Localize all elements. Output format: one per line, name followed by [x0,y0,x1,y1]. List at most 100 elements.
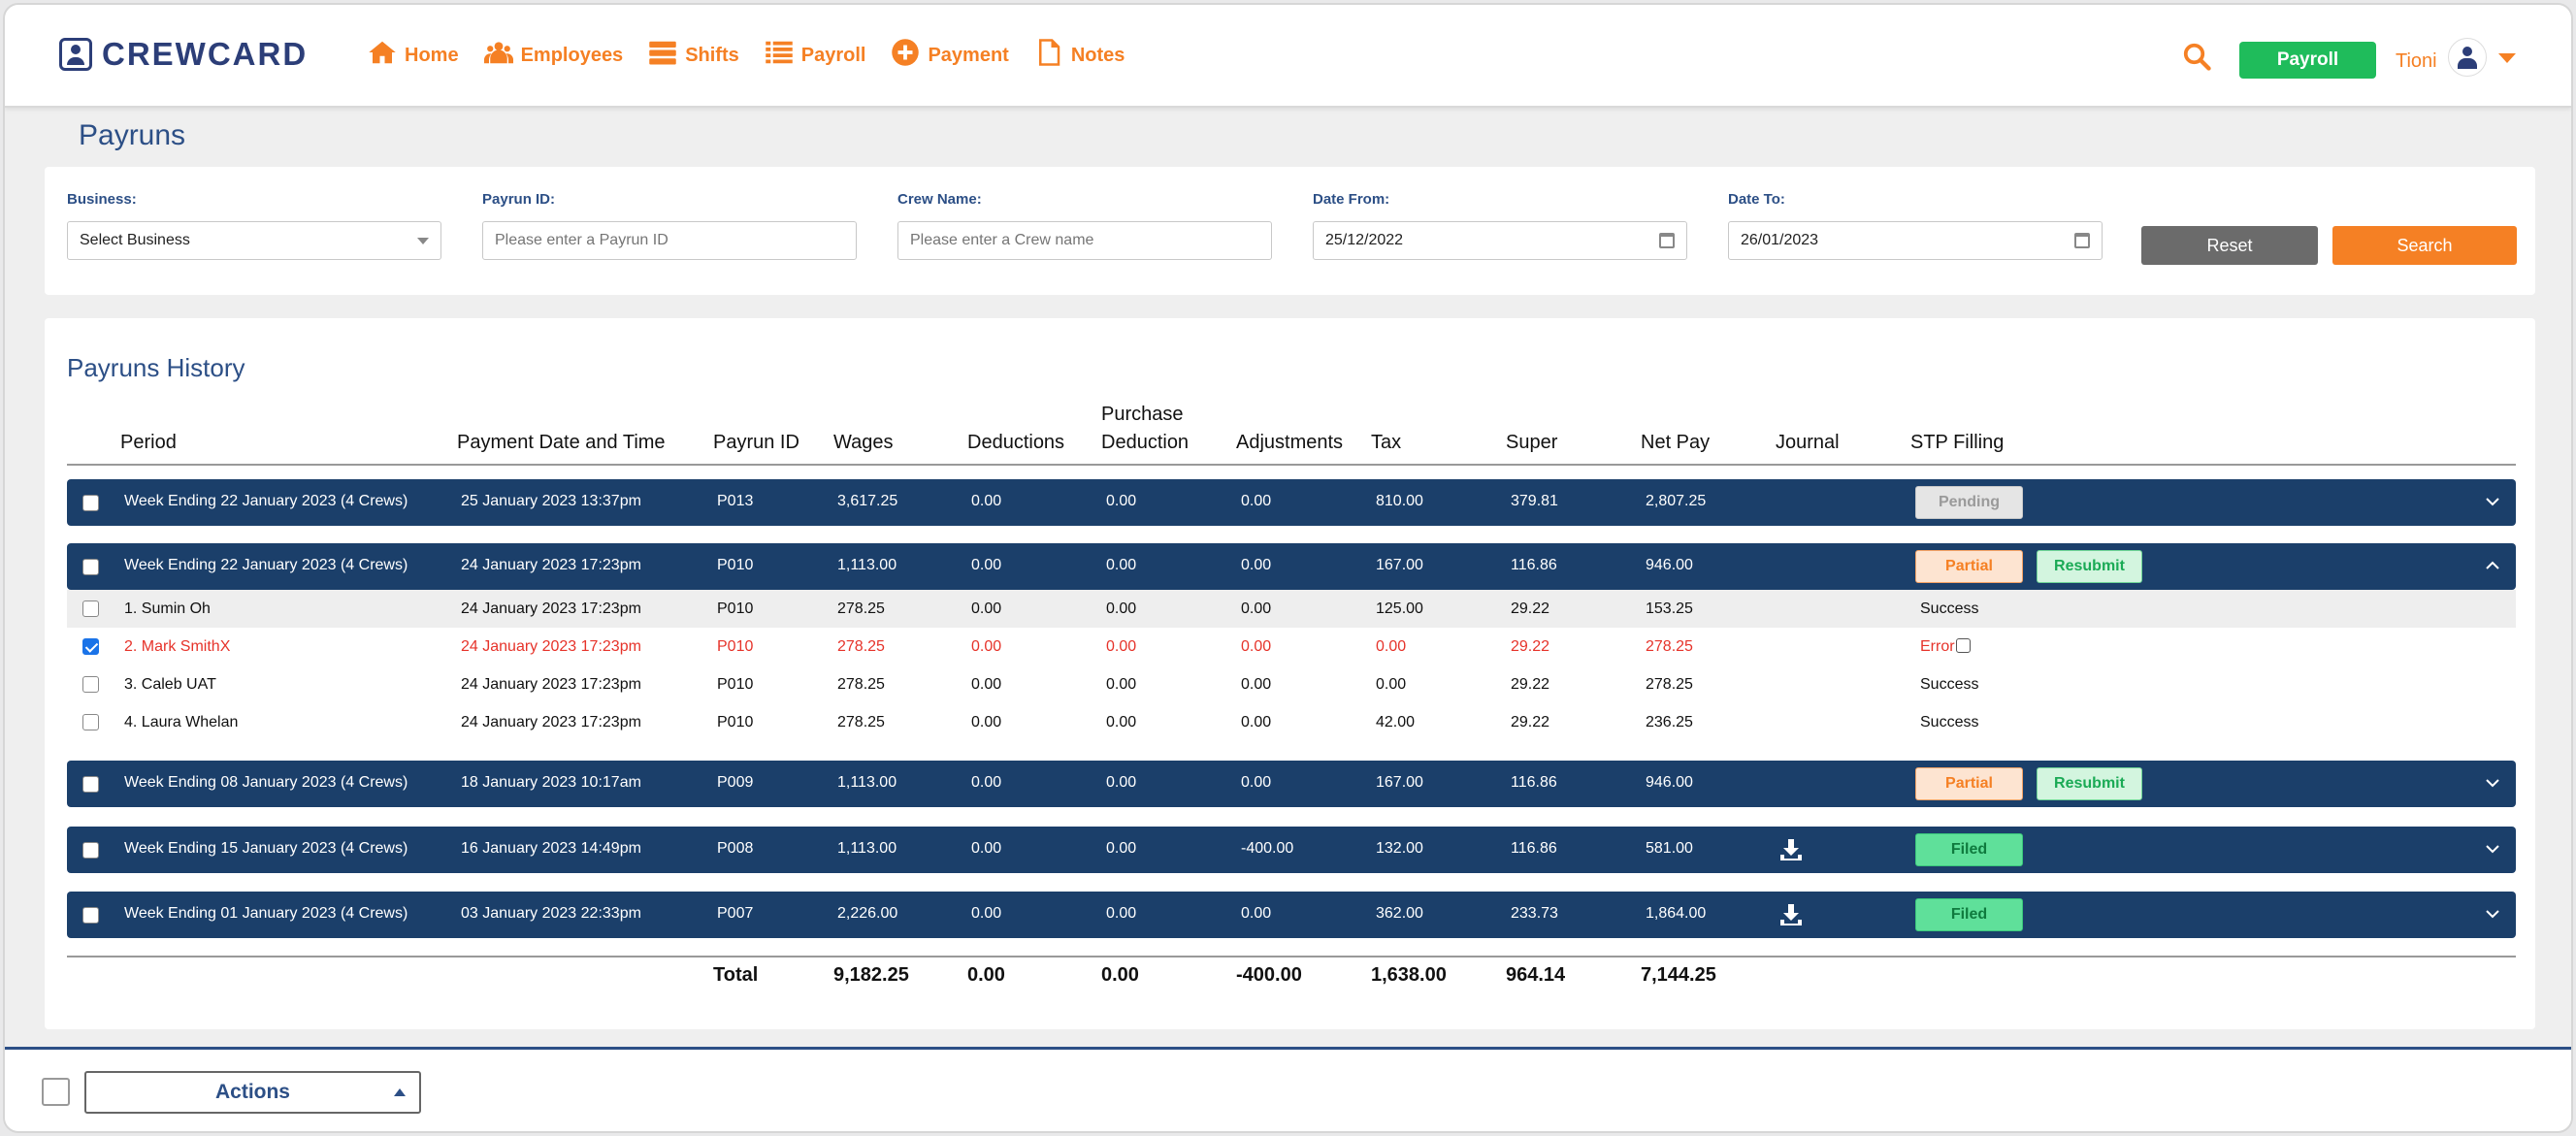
error-details-checkbox[interactable] [1955,638,1971,653]
nav-shifts[interactable]: Shifts [648,38,739,67]
chevron-down-icon[interactable] [2485,775,2500,791]
crew-checkbox[interactable] [82,676,99,693]
crew-row[interactable]: 4. Laura Whelan 24 January 2023 17:23pm … [67,703,2516,741]
deductions: 0.00 [971,638,1002,655]
payroll-button[interactable]: Payroll [2239,42,2376,79]
payment-date: 24 January 2023 17:23pm [461,676,641,693]
col-journal: Journal [1776,432,1840,453]
tax: 132.00 [1376,840,1423,857]
business-filter: Business: Select Business [67,191,441,260]
download-icon[interactable] [1778,837,1804,862]
page-title: Payruns [79,119,186,151]
row-checkbox[interactable] [82,842,99,859]
logo-text: CREWCARD [102,36,309,72]
crew-checkbox[interactable] [82,638,99,655]
payment-date: 16 January 2023 14:49pm [461,840,641,857]
payrun-id-input[interactable] [482,221,857,260]
actions-dropdown[interactable]: Actions [84,1071,421,1114]
payrun-row[interactable]: Week Ending 22 January 2023 (4 Crews) 25… [67,479,2516,526]
payrun-row[interactable]: Week Ending 08 January 2023 (4 Crews) 18… [67,761,2516,807]
tax: 167.00 [1376,557,1423,573]
date-from-value: 25/12/2022 [1325,232,1404,248]
chevron-down-icon[interactable] [2485,841,2500,857]
chevron-down-icon[interactable] [2485,494,2500,509]
date-from-input[interactable]: 25/12/2022 [1313,221,1687,260]
adjustments: 0.00 [1241,600,1272,617]
app-window: CREWCARD Home Employees Shifts Payroll P… [3,3,2573,1133]
calendar-icon[interactable] [1659,233,1675,248]
stp-status-text: Error [1920,638,1955,655]
user-avatar[interactable] [2448,38,2487,77]
purchase-deduction: 0.00 [1106,840,1137,857]
col-super: Super [1506,432,1558,453]
user-menu-caret-icon[interactable] [2498,53,2516,63]
wages: 278.25 [837,638,885,655]
crew-name-input[interactable] [897,221,1272,260]
deductions: 0.00 [971,905,1002,922]
main-nav: Home Employees Shifts Payroll Payment No… [368,38,1125,67]
super: 379.81 [1511,493,1558,509]
user-name[interactable]: Tioni [2396,50,2437,72]
chevron-up-icon[interactable] [2485,558,2500,573]
select-all-checkbox[interactable] [42,1078,70,1106]
nav-home[interactable]: Home [368,38,459,67]
purchase-deduction: 0.00 [1106,676,1137,693]
stp-status-badge: Filed [1915,833,2023,866]
super: 233.73 [1511,905,1558,922]
date-to-value: 26/01/2023 [1741,232,1819,248]
payrun-row[interactable]: Week Ending 22 January 2023 (4 Crews) 24… [67,543,2516,590]
payrun-id: P008 [717,840,754,857]
row-checkbox[interactable] [82,559,99,575]
home-icon [369,41,396,64]
logo-badge-icon [59,38,92,71]
crew-row[interactable]: 1. Sumin Oh 24 January 2023 17:23pm P010… [67,590,2516,628]
search-icon[interactable] [2182,42,2211,71]
purchase-deduction: 0.00 [1106,557,1137,573]
resubmit-button[interactable]: Resubmit [2037,550,2142,583]
payment-date: 03 January 2023 22:33pm [461,905,641,922]
plus-circle-icon [892,39,920,66]
nav-payroll[interactable]: Payroll [765,38,865,67]
search-button[interactable]: Search [2332,226,2517,265]
download-icon[interactable] [1778,902,1804,927]
net-pay: 946.00 [1646,557,1693,573]
payrun-id: P010 [717,714,754,730]
tax: 0.00 [1376,676,1407,693]
calendar-icon[interactable] [2074,233,2090,248]
deductions: 0.00 [971,493,1002,509]
row-checkbox[interactable] [82,776,99,793]
date-to-input[interactable]: 26/01/2023 [1728,221,2103,260]
nav-payment[interactable]: Payment [891,38,1009,67]
total-label: Total [713,964,759,986]
payment-date: 24 January 2023 17:23pm [461,638,641,655]
payrun-row[interactable]: Week Ending 15 January 2023 (4 Crews) 16… [67,827,2516,873]
reset-button[interactable]: Reset [2141,226,2318,265]
row-checkbox[interactable] [82,495,99,511]
date-to-label: Date To: [1728,191,1785,208]
row-checkbox[interactable] [82,907,99,924]
history-title: Payruns History [67,353,245,382]
adjustments: 0.00 [1241,638,1272,655]
total-super: 964.14 [1506,964,1566,986]
crew-checkbox[interactable] [82,714,99,730]
payruns-history-card: Payruns History Period Payment Date and … [45,318,2535,1029]
tax: 0.00 [1376,638,1407,655]
tax: 810.00 [1376,493,1423,509]
top-navbar: CREWCARD Home Employees Shifts Payroll P… [5,5,2571,108]
business-select[interactable]: Select Business [67,221,441,260]
nav-notes[interactable]: Notes [1034,38,1125,67]
nav-employees[interactable]: Employees [483,38,623,67]
crewcard-logo[interactable]: CREWCARD [59,36,308,73]
crew-row[interactable]: 3. Caleb UAT 24 January 2023 17:23pm P01… [67,665,2516,703]
payrun-row[interactable]: Week Ending 01 January 2023 (4 Crews) 03… [67,892,2516,938]
chevron-down-icon[interactable] [2485,906,2500,922]
crew-row[interactable]: 2. Mark SmithX 24 January 2023 17:23pm P… [67,628,2516,665]
purchase-deduction: 0.00 [1106,493,1137,509]
col-net-pay: Net Pay [1641,432,1711,453]
payrun-id: P013 [717,493,754,509]
total-purchase-deduction: 0.00 [1101,964,1139,986]
stp-status: Success [1920,600,1979,617]
crew-checkbox[interactable] [82,600,99,617]
resubmit-button[interactable]: Resubmit [2037,767,2142,800]
nav-payment-label: Payment [928,44,1009,66]
